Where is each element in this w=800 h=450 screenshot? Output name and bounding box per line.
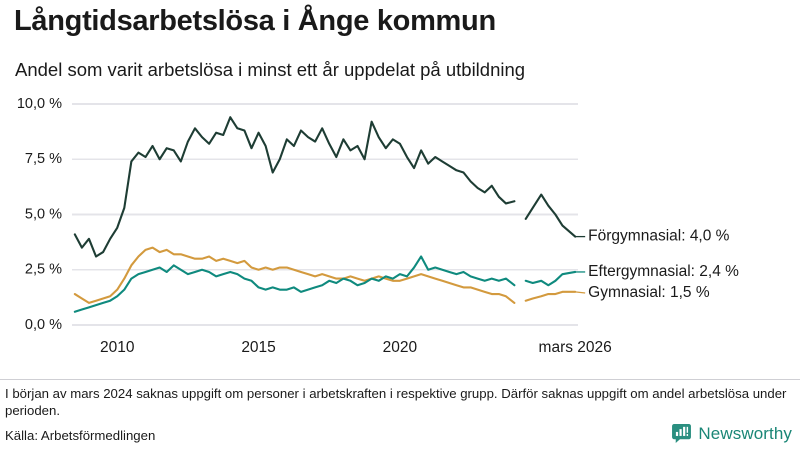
chart-footnote: I början av mars 2024 saknas uppgift om … (5, 386, 787, 418)
series-line-eftergymnasial (73, 255, 577, 313)
series-label-eftergymnasial: Eftergymnasial: 2,4 % (588, 263, 739, 280)
chart-subtitle: Andel som varit arbetslösa i minst ett å… (15, 59, 526, 80)
x-axis-tick-label: 2010 (100, 339, 135, 356)
series-lines (73, 116, 577, 313)
y-axis-tick-label: 7,5 % (25, 151, 62, 167)
series-labels: Förgymnasial: 4,0 % Eftergymnasial: 2,4 %… (575, 228, 739, 301)
y-axis-tick-label: 10,0 % (17, 96, 62, 112)
brand-name: Newsworthy (698, 423, 792, 443)
y-axis-tick-label: 5,0 % (25, 206, 62, 222)
chart-plot-area: 0,0 % 2,5 % 5,0 % 7,5 % 10,0 % 2010 2015 2020 m… (0, 92, 800, 374)
x-axis-tick-label: mars 2026 (539, 339, 612, 356)
page-title: Långtidsarbetslösa i Ånge kommun (14, 5, 496, 37)
x-axis-tick-label: 2015 (241, 339, 275, 356)
newsworthy-logo: Newsworthy (671, 423, 792, 444)
footer-divider (0, 379, 800, 380)
grid-lines (72, 103, 578, 326)
y-axis-tick-label: 0,0 % (25, 317, 62, 333)
series-line-gymnasial (73, 246, 577, 304)
x-axis-tick-label: 2020 (383, 339, 418, 356)
series-line-förgymnasial (73, 116, 577, 258)
x-axis-tick-labels: 2010 2015 2020 mars 2026 (100, 339, 612, 356)
series-label-förgymnasial: Förgymnasial: 4,0 % (588, 228, 729, 245)
bar-chart-bubble-icon (672, 424, 692, 443)
y-axis-tick-label: 2,5 % (25, 262, 62, 278)
series-label-gymnasial: Gymnasial: 1,5 % (588, 284, 710, 301)
line-chart: 0,0 % 2,5 % 5,0 % 7,5 % 10,0 % 2010 2015 2020 m… (17, 96, 739, 356)
chart-source: Källa: Arbetsförmedlingen (5, 428, 156, 443)
y-axis-tick-labels: 0,0 % 2,5 % 5,0 % 7,5 % 10,0 % (17, 96, 62, 333)
series-label-connector (575, 291, 586, 294)
